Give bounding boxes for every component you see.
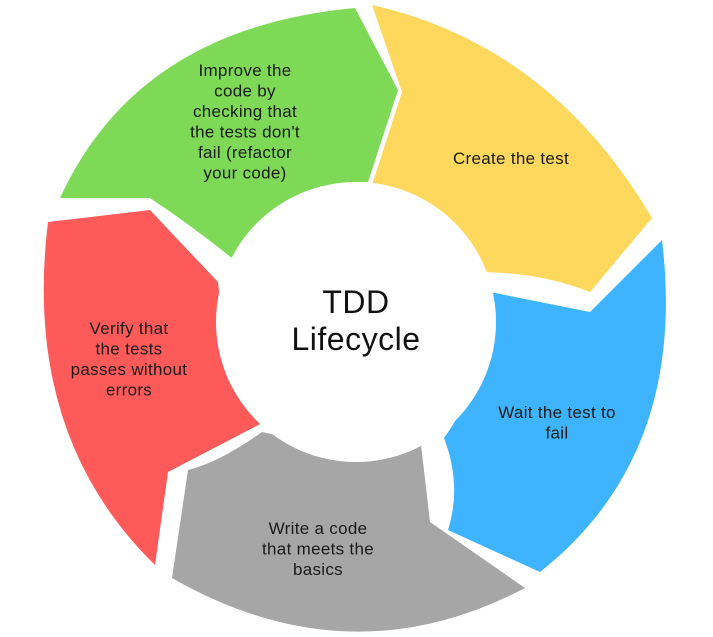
step-improve-label-line-5: fail (refactor	[198, 143, 292, 162]
step-fail-label-line-2: fail	[546, 424, 569, 443]
step-verify-label-line-2: the tests	[96, 340, 163, 359]
step-write-label: Write a code that meets the basics	[262, 519, 374, 579]
step-improve-label-line-2: code by	[214, 82, 276, 101]
center-title-line-1: TDD	[322, 284, 389, 320]
step-improve: Improve the code by checking that the tests…	[60, 8, 398, 258]
step-write-label-line-2: that meets the	[262, 540, 374, 559]
step-improve-label-line-3: checking that	[193, 102, 297, 121]
center-title: TDD Lifecycle	[292, 284, 421, 357]
step-verify-label: Verify that the tests passes without errors	[71, 319, 188, 400]
step-write-shape	[172, 432, 525, 632]
step-improve-label-line-6: your code)	[203, 164, 286, 183]
step-fail-label: Wait the test to fail	[498, 403, 616, 443]
step-write-label-line-1: Write a code	[269, 519, 368, 538]
step-verify-label-line-4: errors	[106, 381, 152, 400]
center-circle	[216, 182, 496, 462]
step-fail: Wait the test to fail	[444, 240, 666, 572]
step-verify-label-line-1: Verify that	[90, 319, 169, 338]
step-verify-label-line-3: passes without	[71, 360, 188, 379]
step-verify-shape	[43, 210, 264, 565]
step-improve-label-line-4: the tests don't	[190, 123, 300, 142]
step-write-label-line-3: basics	[293, 560, 343, 579]
step-create-label: Create the test	[453, 149, 569, 168]
step-improve-label: Improve the code by checking that the tests…	[190, 61, 300, 183]
step-fail-shape	[444, 240, 666, 572]
step-create-label-line-1: Create the test	[453, 149, 569, 168]
step-fail-label-line-1: Wait the test to	[498, 403, 616, 422]
step-verify: Verify that the tests passes without errors	[43, 210, 264, 565]
step-improve-shape	[60, 8, 398, 258]
center-title-line-2: Lifecycle	[292, 321, 421, 357]
step-write: Write a code that meets the basics	[172, 432, 525, 632]
step-improve-label-line-1: Improve the	[198, 61, 291, 80]
